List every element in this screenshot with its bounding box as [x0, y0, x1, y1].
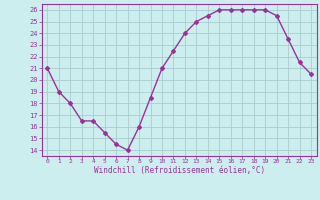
X-axis label: Windchill (Refroidissement éolien,°C): Windchill (Refroidissement éolien,°C)	[94, 166, 265, 175]
